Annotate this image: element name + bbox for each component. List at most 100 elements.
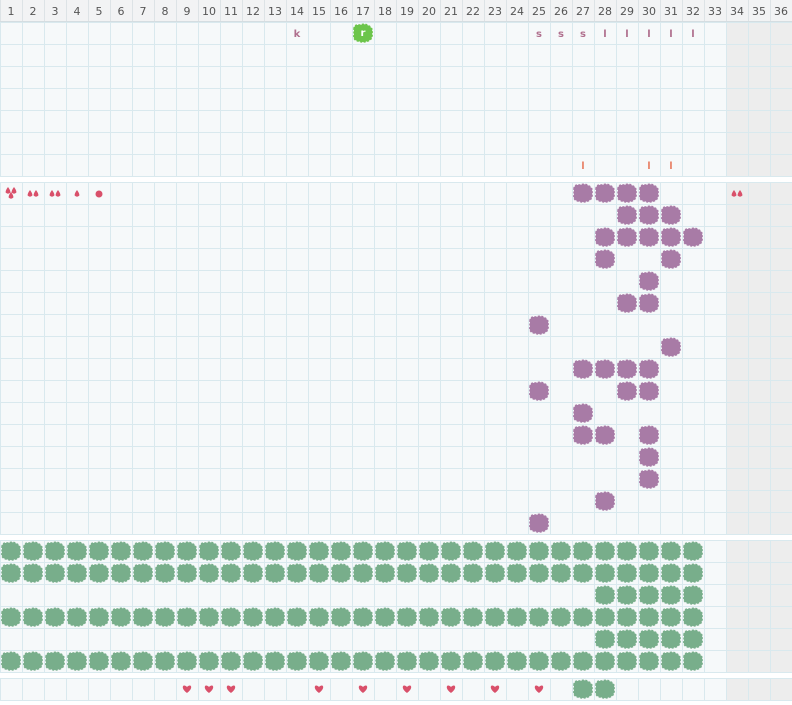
crop <box>111 607 131 627</box>
crop-shape <box>89 607 109 627</box>
crop <box>45 651 65 671</box>
crop-shape <box>529 651 549 671</box>
weed <box>529 513 549 533</box>
crop <box>551 651 571 671</box>
crop <box>573 651 593 671</box>
day-number: 15 <box>312 5 326 18</box>
crop <box>683 585 703 605</box>
crop-shape <box>221 607 241 627</box>
crop <box>89 651 109 671</box>
crop <box>1 541 21 561</box>
water-drop <box>8 192 14 199</box>
crop-shape <box>397 607 417 627</box>
task-letter: l <box>625 29 628 40</box>
crop <box>419 607 439 627</box>
task-letter: s <box>558 29 564 40</box>
crop-shape <box>617 541 637 561</box>
crop <box>1 563 21 583</box>
weed-shape <box>595 359 615 379</box>
crop-shape <box>133 541 153 561</box>
day-number: 33 <box>708 5 722 18</box>
crop <box>353 651 373 671</box>
water-round <box>95 190 103 198</box>
crop-shape <box>595 607 615 627</box>
crop <box>441 651 461 671</box>
crop <box>397 651 417 671</box>
day-number: 26 <box>554 5 568 18</box>
crop-shape <box>419 541 439 561</box>
heart <box>358 685 368 693</box>
crop-shape <box>111 607 131 627</box>
water-drop <box>74 190 80 197</box>
crop <box>595 629 615 649</box>
harvest-shape <box>573 679 593 699</box>
crop-shape <box>639 651 659 671</box>
crop-shape <box>353 541 373 561</box>
crop-shape <box>67 651 87 671</box>
crop <box>441 607 461 627</box>
weed <box>595 425 615 445</box>
crop-shape <box>683 585 703 605</box>
crop <box>595 563 615 583</box>
crop <box>683 563 703 583</box>
weed <box>617 227 637 247</box>
crop <box>529 563 549 583</box>
crop-shape <box>573 651 593 671</box>
crop <box>507 651 527 671</box>
water-drop <box>55 190 61 197</box>
weed-shape <box>639 381 659 401</box>
crop <box>683 651 703 671</box>
crop <box>573 607 593 627</box>
task-letter: l <box>691 29 694 40</box>
water-drop <box>27 190 33 197</box>
crop-shape <box>353 563 373 583</box>
day-number: 34 <box>730 5 744 18</box>
crop <box>67 651 87 671</box>
crop <box>133 541 153 561</box>
crop-shape <box>89 651 109 671</box>
crop-shape <box>1 607 21 627</box>
day-number: 27 <box>576 5 590 18</box>
crop <box>639 541 659 561</box>
crop <box>397 607 417 627</box>
crop-shape <box>67 541 87 561</box>
weed-shape <box>617 227 637 247</box>
crop <box>331 651 351 671</box>
crop-shape <box>287 651 307 671</box>
crop-shape <box>661 541 681 561</box>
weed <box>639 293 659 313</box>
crop <box>89 541 109 561</box>
weed <box>573 403 593 423</box>
crop-shape <box>111 541 131 561</box>
crop <box>639 629 659 649</box>
crop <box>331 607 351 627</box>
crop-shape <box>375 541 395 561</box>
crop-shape <box>551 563 571 583</box>
task-letter: l <box>647 29 650 40</box>
weed <box>573 425 593 445</box>
crop-shape <box>397 651 417 671</box>
day-number: 19 <box>400 5 414 18</box>
crop-shape <box>529 541 549 561</box>
crop <box>419 541 439 561</box>
weed <box>639 425 659 445</box>
crop-shape <box>177 541 197 561</box>
crop <box>199 607 219 627</box>
crop-shape <box>529 563 549 583</box>
crop <box>67 563 87 583</box>
crop <box>45 541 65 561</box>
task-letter: l <box>669 29 672 40</box>
weed <box>529 381 549 401</box>
crop <box>23 563 43 583</box>
crop-shape <box>111 651 131 671</box>
crop-shape <box>199 651 219 671</box>
crop-shape <box>309 651 329 671</box>
crop <box>441 541 461 561</box>
crop-shape <box>397 541 417 561</box>
crop <box>287 541 307 561</box>
crop <box>45 563 65 583</box>
task-letter: k <box>294 29 301 40</box>
crop <box>595 651 615 671</box>
day-number: 35 <box>752 5 766 18</box>
